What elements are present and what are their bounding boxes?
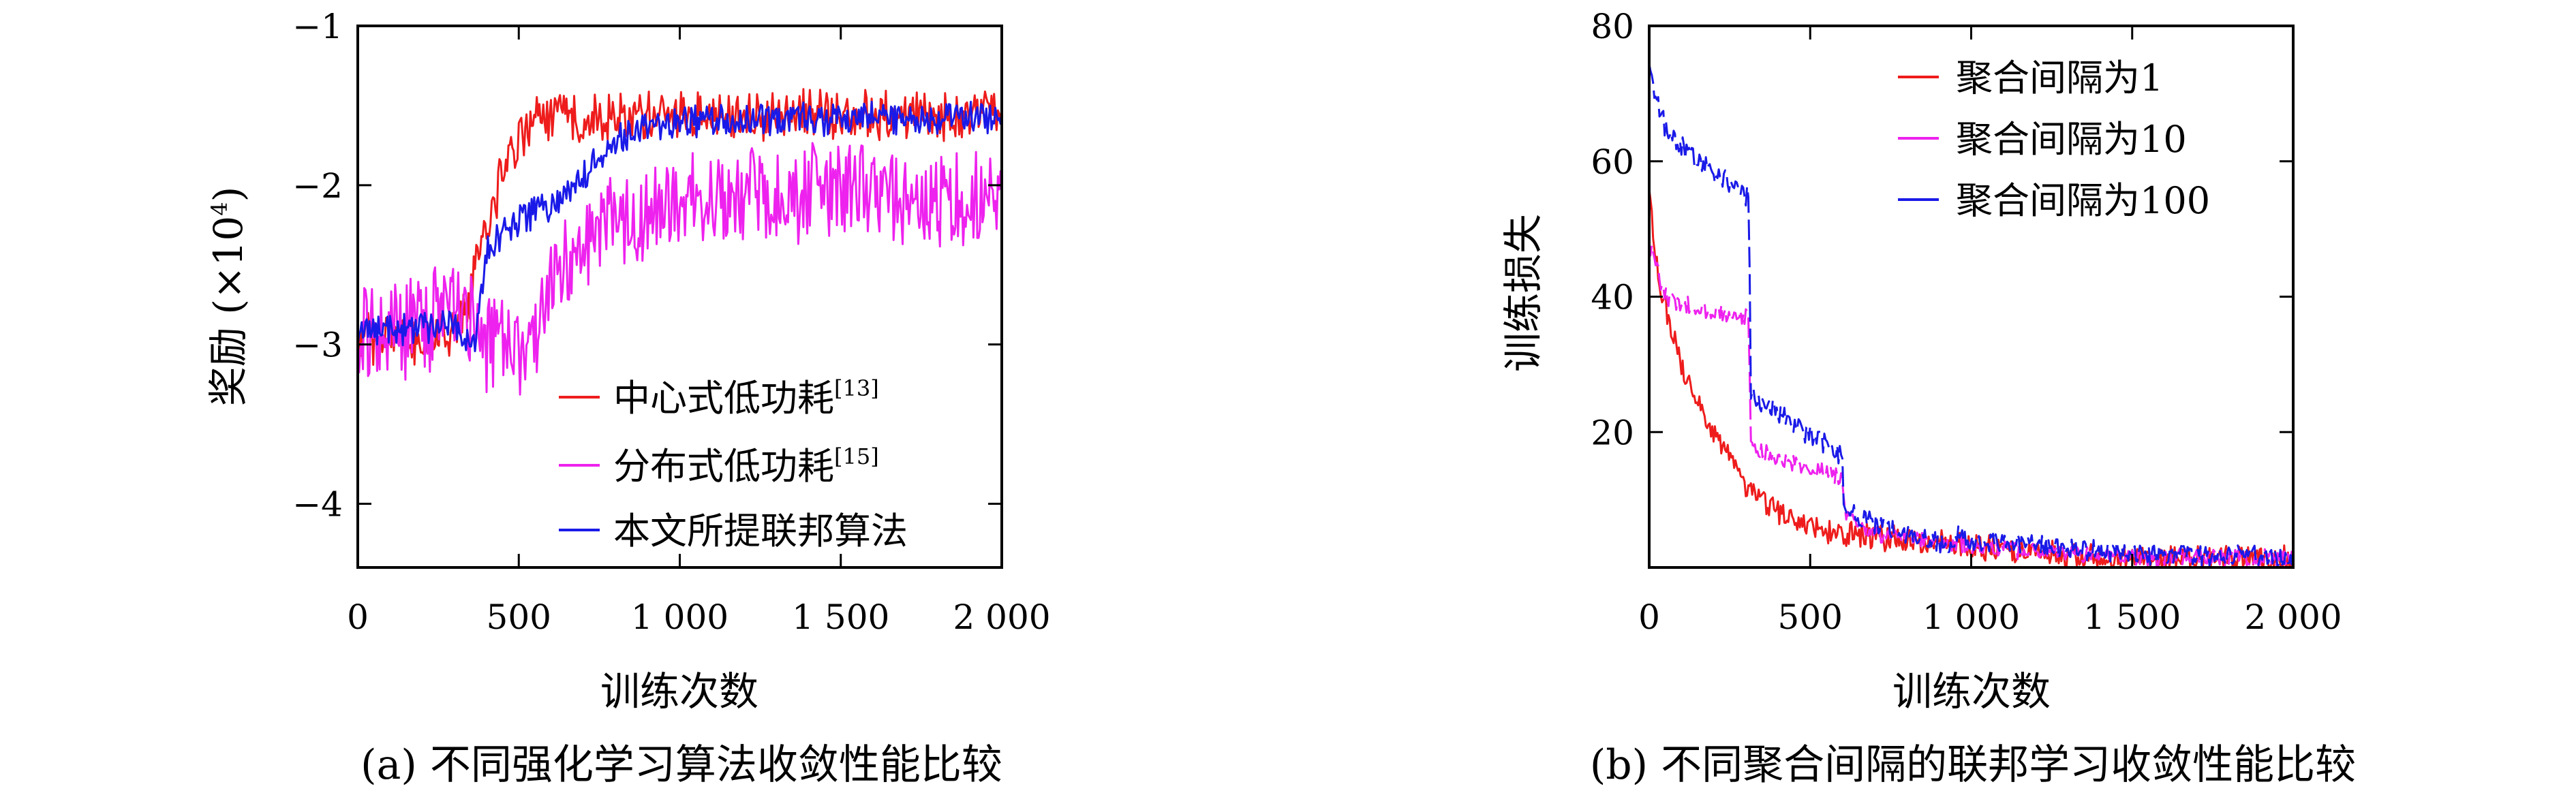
- chart-a-ytick-label-1: −2: [292, 166, 343, 206]
- chart-a-xlabel: 训练次数: [600, 668, 758, 715]
- chart-a-ylabel-main: 奖励 (×10: [205, 216, 251, 406]
- legend-a-label-2: 本文所提联邦算法: [613, 510, 908, 552]
- chart-b-xtick-label-2: 1 000: [1922, 597, 2020, 637]
- chart-b-xtick-label-1: 500: [1778, 597, 1843, 637]
- chart-b-xtick-label-4: 2 000: [2244, 597, 2342, 637]
- chart-a-xtick-label-1: 500: [487, 597, 551, 637]
- chart-b: 0 500 1 000 1 500 2 000 20 40 60 80 训练次数 训练损失 聚合…: [1500, 7, 2356, 789]
- chart-b-ytick-label-3: 80: [1591, 7, 1634, 46]
- chart-b-xtick-label-0: 0: [1638, 597, 1660, 637]
- chart-a-xtick-label-3: 1 500: [792, 597, 889, 637]
- chart-b-ytick-label-0: 20: [1591, 413, 1634, 452]
- chart-b-series-1-line: [1648, 244, 2295, 568]
- chart-b-ylabel: 训练损失: [1500, 214, 1546, 372]
- chart-b-ticks: 0 500 1 000 1 500 2 000 20 40 60 80: [1591, 7, 2342, 637]
- chart-a-ytick-label-0: −1: [292, 7, 343, 46]
- chart-b-xlabel: 训练次数: [1892, 668, 2051, 715]
- chart-a-plot-area: [356, 88, 1003, 396]
- chart-a-xtick-label-2: 1 000: [631, 597, 729, 637]
- chart-b-ytick-label-1: 40: [1591, 278, 1634, 317]
- chart-a: 0 500 1 000 1 500 2 000 −1 −2 −3 −4 训练次数 奖励 (×10…: [205, 7, 1051, 789]
- chart-b-legend: 聚合间隔为1 聚合间隔为10 聚合间隔为100: [1898, 57, 2210, 222]
- chart-b-series-0-line: [1648, 189, 2295, 569]
- chart-a-caption: (a) 不同强化学习算法收敛性能比较: [361, 741, 1002, 789]
- chart-a-ytick-label-3: −4: [292, 484, 343, 524]
- chart-b-series-2-line: [1648, 63, 2295, 569]
- legend-b-label-1: 聚合间隔为10: [1956, 118, 2187, 161]
- chart-a-xtick-label-0: 0: [347, 597, 369, 637]
- chart-a-ylabel-sup: 4: [206, 202, 232, 215]
- chart-a-ticks: 0 500 1 000 1 500 2 000 −1 −2 −3 −4: [292, 7, 1050, 637]
- chart-a-series-2-line: [356, 100, 1003, 352]
- chart-a-ylabel-tail: ): [205, 187, 251, 202]
- legend-a-label-0: 中心式低功耗[13]: [613, 375, 879, 420]
- chart-b-ytick-label-2: 60: [1591, 142, 1634, 182]
- legend-b-label-2: 聚合间隔为100: [1956, 179, 2210, 222]
- legend-b-label-0: 聚合间隔为1: [1956, 57, 2163, 99]
- chart-a-legend: 中心式低功耗[13] 分布式低功耗[15] 本文所提联邦算法: [559, 375, 908, 552]
- chart-b-xtick-label-3: 1 500: [2083, 597, 2181, 637]
- chart-b-caption: (b) 不同聚合间隔的联邦学习收敛性能比较: [1590, 741, 2356, 789]
- chart-a-ytick-label-2: −3: [292, 326, 343, 365]
- chart-a-series-1-line: [356, 142, 1003, 396]
- chart-a-xtick-label-4: 2 000: [953, 597, 1050, 637]
- legend-a-label-1: 分布式低功耗[15]: [613, 443, 879, 488]
- chart-a-ylabel: 奖励 (×104): [205, 187, 251, 406]
